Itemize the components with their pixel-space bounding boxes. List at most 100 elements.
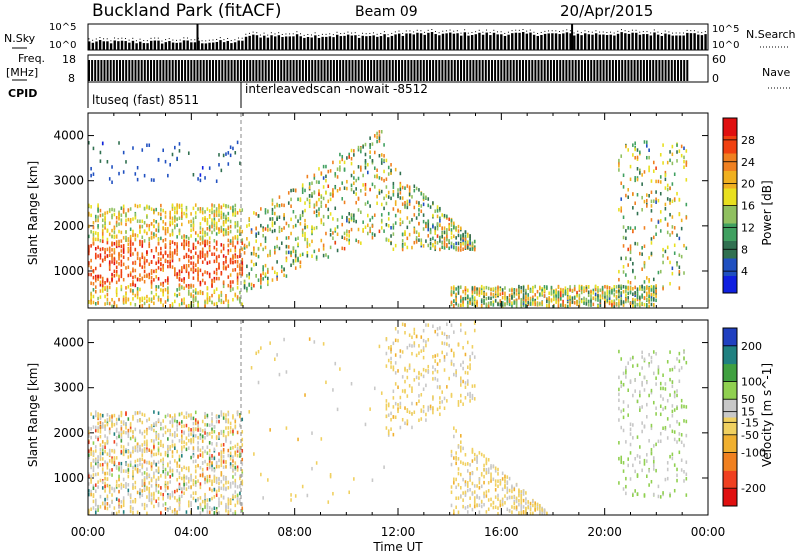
power-cell (341, 197, 343, 201)
velocity-cell (121, 450, 123, 454)
power-cell (502, 292, 504, 296)
power-cell (646, 293, 648, 297)
power-cell (307, 245, 309, 249)
velocity-cell (137, 449, 139, 453)
power-colorbar-swatch (723, 206, 737, 224)
velocity-cell (95, 426, 97, 430)
power-cell (618, 270, 620, 274)
power-cell (362, 145, 364, 149)
noise-bar (544, 34, 546, 50)
power-cell (323, 176, 325, 180)
power-cell (118, 222, 120, 226)
power-cell (232, 256, 234, 260)
power-cell (395, 214, 397, 218)
power-cell (93, 269, 95, 273)
velocity-cell (181, 454, 183, 458)
noise-search-dot (676, 32, 677, 33)
power-cell (209, 241, 211, 245)
power-cell (402, 233, 404, 237)
power-cell (651, 303, 653, 307)
power-cell (218, 255, 220, 259)
power-cell (307, 251, 309, 255)
power-cell (123, 151, 125, 155)
noise-search-dot (555, 30, 556, 31)
freq-bar (395, 60, 397, 81)
freq-bar (305, 60, 307, 81)
power-cell (200, 269, 202, 273)
velocity-cell (176, 464, 178, 468)
power-cell (434, 231, 436, 235)
velocity-cell (107, 452, 109, 456)
power-cell (132, 267, 134, 271)
power-cell (414, 241, 416, 245)
power-cell (672, 225, 674, 229)
velocity-cell (111, 449, 113, 453)
noise-bar (380, 36, 382, 50)
power-cell (627, 292, 629, 296)
power-cell (246, 237, 248, 241)
velocity-cell (258, 350, 260, 354)
velocity-cell (158, 418, 160, 422)
power-cell (146, 251, 148, 255)
power-cell (651, 209, 653, 213)
velocity-cell (151, 439, 153, 443)
power-cell (158, 223, 160, 227)
velocity-cell (114, 461, 116, 465)
power-cell (474, 296, 476, 300)
noise-search-dot (154, 38, 155, 39)
velocity-cell (183, 474, 185, 478)
velocity-cell (181, 412, 183, 416)
power-cell (246, 224, 248, 228)
noise-search-dot (366, 33, 367, 34)
power-cell (302, 191, 304, 195)
noise-search-dot (380, 33, 381, 34)
power-cell (123, 236, 125, 240)
velocity-cell (321, 437, 323, 441)
noise-bar (653, 32, 655, 50)
power-cell (544, 294, 546, 298)
power-cell (230, 280, 232, 284)
freq-bar (584, 60, 586, 81)
power-cell (460, 285, 462, 289)
freq-bar (500, 60, 502, 81)
power-cell (493, 293, 495, 297)
noise-search-dot (355, 32, 356, 33)
velocity-cell (93, 473, 95, 477)
noise-search-dot (285, 33, 286, 34)
power-cell (553, 298, 555, 302)
power-cell (348, 212, 350, 216)
power-cell (504, 292, 506, 296)
power-cell (374, 175, 376, 179)
velocity-ytick-label: 4000 (53, 336, 84, 350)
power-cell (658, 199, 660, 203)
power-cell (290, 264, 292, 268)
freq-bar (159, 60, 161, 81)
velocity-cell (114, 489, 116, 493)
power-cell (228, 151, 230, 155)
power-cell (430, 246, 432, 250)
date-label: 20/Apr/2015 (560, 2, 653, 20)
power-cell (676, 263, 678, 267)
noise-search-dot (541, 32, 542, 33)
noise-search-dot (544, 31, 545, 32)
power-cell (444, 246, 446, 250)
velocity-ytick-label: 2000 (53, 426, 84, 440)
power-cell (620, 197, 622, 201)
power-cell (314, 250, 316, 254)
freq-bar (624, 60, 626, 81)
velocity-cell (207, 498, 209, 502)
power-cell (653, 169, 655, 173)
power-cell (114, 270, 116, 274)
power-cell (197, 291, 199, 295)
power-cell (334, 172, 336, 176)
freq-bar (104, 60, 106, 81)
noise-search-dot (424, 32, 425, 33)
power-cell (272, 212, 274, 216)
velocity-cell (225, 503, 227, 507)
power-cell (681, 255, 683, 259)
power-cell (139, 278, 141, 282)
velocity-cell (193, 434, 195, 438)
power-cell (144, 257, 146, 261)
noise-bar (438, 35, 440, 50)
power-cell (155, 293, 157, 297)
